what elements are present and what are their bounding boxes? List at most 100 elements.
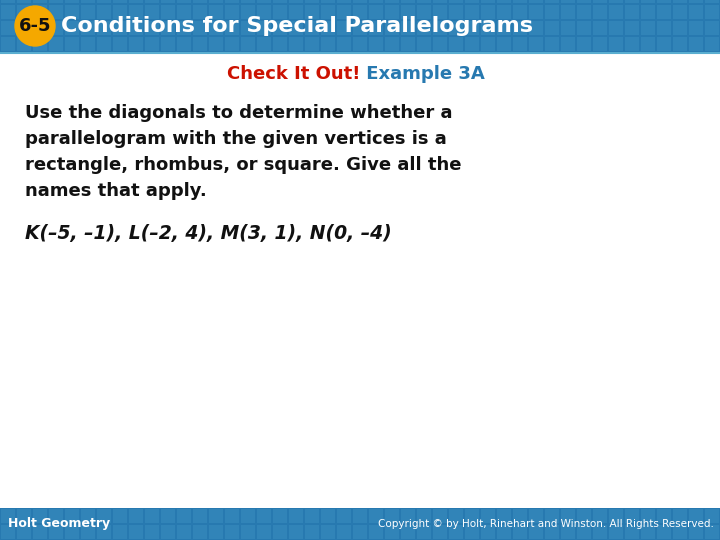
Bar [65, 525, 79, 539]
Bar [657, 509, 671, 523]
Bar [113, 525, 127, 539]
Bar [561, 509, 575, 523]
Bar [337, 37, 351, 51]
Bar [337, 509, 351, 523]
Bar [641, 525, 655, 539]
Bar [609, 21, 623, 35]
Bar [33, 0, 47, 3]
Bar [65, 21, 79, 35]
Bar [673, 21, 687, 35]
Bar [433, 5, 447, 19]
Bar [177, 5, 191, 19]
Bar [561, 0, 575, 3]
Bar [561, 37, 575, 51]
Bar [81, 509, 95, 523]
Bar [593, 37, 607, 51]
Bar [545, 21, 559, 35]
Bar [1, 0, 15, 3]
Bar [161, 509, 175, 523]
Bar [433, 21, 447, 35]
Bar [417, 525, 431, 539]
Bar [401, 0, 415, 3]
Bar [417, 509, 431, 523]
Text: parallelogram with the given vertices is a: parallelogram with the given vertices is… [25, 130, 446, 148]
Bar [641, 21, 655, 35]
Bar [353, 509, 367, 523]
Bar [609, 525, 623, 539]
Bar [113, 5, 127, 19]
Bar [33, 5, 47, 19]
Bar [49, 0, 63, 3]
Bar [465, 0, 479, 3]
Bar [1, 5, 15, 19]
Bar [705, 21, 719, 35]
Bar [177, 21, 191, 35]
Bar [705, 0, 719, 3]
Bar [241, 5, 255, 19]
Bar [113, 0, 127, 3]
Bar [385, 21, 399, 35]
Bar [81, 0, 95, 3]
Bar [497, 0, 511, 3]
Bar [193, 0, 207, 3]
Bar [609, 509, 623, 523]
Bar [145, 37, 159, 51]
Bar [177, 509, 191, 523]
Bar [593, 5, 607, 19]
Bar [97, 509, 111, 523]
Bar [177, 525, 191, 539]
Bar [417, 5, 431, 19]
Bar [321, 0, 335, 3]
Bar [513, 21, 527, 35]
Bar [449, 21, 463, 35]
Bar [1, 525, 15, 539]
Bar [305, 5, 319, 19]
Bar [657, 21, 671, 35]
Bar [545, 5, 559, 19]
Bar [161, 37, 175, 51]
Circle shape [15, 6, 55, 46]
Bar [481, 525, 495, 539]
Bar [305, 21, 319, 35]
Bar [401, 525, 415, 539]
Bar [417, 0, 431, 3]
Bar [641, 5, 655, 19]
Bar [673, 37, 687, 51]
Bar [225, 509, 239, 523]
Bar [529, 509, 543, 523]
Bar [673, 0, 687, 3]
Bar [289, 5, 303, 19]
Bar [337, 21, 351, 35]
Bar [465, 525, 479, 539]
Bar [225, 37, 239, 51]
Bar [353, 0, 367, 3]
Bar [321, 21, 335, 35]
Bar [49, 525, 63, 539]
Bar [1, 21, 15, 35]
Bar [33, 525, 47, 539]
Bar [129, 0, 143, 3]
Bar [481, 37, 495, 51]
Text: Copyright © by Holt, Rinehart and Winston. All Rights Reserved.: Copyright © by Holt, Rinehart and Winsto… [378, 519, 714, 529]
Bar [1, 509, 15, 523]
Bar [353, 525, 367, 539]
Bar [577, 21, 591, 35]
Bar [193, 37, 207, 51]
Bar [673, 525, 687, 539]
Bar [593, 21, 607, 35]
Bar [657, 525, 671, 539]
Bar [17, 509, 31, 523]
Bar [385, 5, 399, 19]
Bar [321, 37, 335, 51]
Bar [625, 525, 639, 539]
Bar [657, 5, 671, 19]
Bar [161, 0, 175, 3]
Bar [529, 525, 543, 539]
Bar [705, 509, 719, 523]
Bar [193, 5, 207, 19]
Bar [337, 525, 351, 539]
Bar [513, 5, 527, 19]
Bar [625, 37, 639, 51]
Bar [481, 5, 495, 19]
Bar [97, 5, 111, 19]
